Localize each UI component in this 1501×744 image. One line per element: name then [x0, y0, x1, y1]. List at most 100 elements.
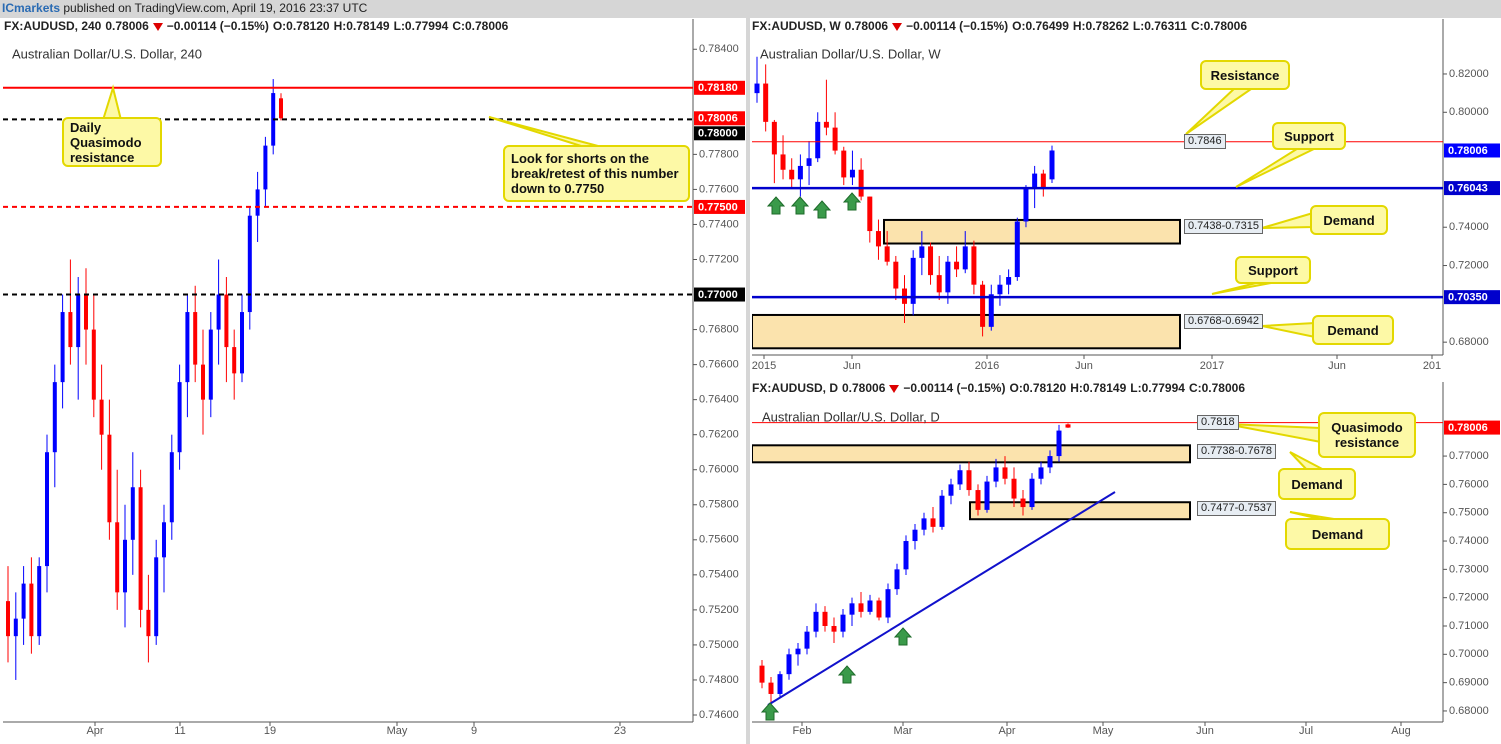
candle-body — [37, 566, 42, 637]
x-tick-label: 11 — [174, 725, 185, 737]
candle-body — [893, 261, 899, 289]
symbol-info: FX:AUDUSD, 240 0.78006 −0.00114 (−0.15%) O:… — [4, 19, 512, 33]
candle-body — [185, 312, 190, 383]
callout: Support — [1235, 256, 1311, 284]
ohlc-low: L:0.77994 — [393, 19, 449, 33]
ohlc-close: C:0.78006 — [452, 19, 509, 33]
candle-body — [763, 83, 769, 122]
ohlc-high: H:0.78262 — [1072, 19, 1129, 33]
level-label: 0.7846 — [1184, 133, 1226, 149]
price-badge-label: 0.78180 — [698, 82, 738, 94]
candle-body — [240, 312, 244, 374]
ohlc-open: O:0.76499 — [1012, 19, 1069, 33]
change: −0.00114 (−0.15%) — [903, 381, 1006, 395]
candle-body — [52, 382, 57, 453]
green-arrow — [893, 627, 913, 646]
candle-body — [768, 682, 774, 694]
candle-body — [130, 487, 135, 540]
candle-body — [971, 246, 977, 285]
candle-body — [232, 347, 237, 374]
candle-body — [1023, 188, 1029, 222]
ohlc-low: L:0.76311 — [1132, 19, 1187, 33]
ohlc-open: O:0.78120 — [1009, 381, 1067, 395]
candle-body — [954, 261, 960, 270]
ohlc-close: C:0.78006 — [1190, 19, 1248, 33]
candle-body — [921, 518, 927, 530]
symbol: FX:AUDUSD, W — [752, 19, 841, 33]
green-arrow — [842, 192, 862, 211]
callout: Demand — [1312, 315, 1394, 345]
candle-body — [201, 364, 205, 400]
candle-body — [912, 529, 918, 542]
candle-body — [948, 484, 954, 496]
green-arrow — [766, 196, 786, 215]
candle-body — [216, 294, 221, 330]
x-tick-label: 2017 — [1200, 360, 1224, 372]
candle-body — [939, 495, 945, 527]
zone-label: 0.7477-0.7537 — [1197, 501, 1276, 517]
candle-body — [813, 611, 819, 632]
candle-body — [279, 98, 283, 119]
candle-body — [1029, 478, 1035, 508]
y-tick-label: 0.73000 — [1449, 563, 1489, 575]
symbol-info: FX:AUDUSD, W 0.78006 −0.00114 (−0.15%) O:0.… — [752, 19, 1251, 33]
x-tick-label: Jun — [1196, 725, 1214, 737]
last-price: 0.78006 — [105, 19, 149, 33]
price-badge-label: 0.70350 — [1448, 292, 1488, 304]
candle-body — [162, 522, 166, 558]
y-tick-label: 0.74800 — [699, 674, 739, 686]
green-arrow — [790, 196, 810, 215]
candle-body — [806, 158, 812, 166]
candle-body — [867, 196, 873, 232]
ohlc-open: O:0.78120 — [272, 19, 330, 33]
candle-body — [875, 231, 881, 247]
y-tick-label: 0.68000 — [1449, 336, 1489, 348]
zone — [969, 501, 1191, 521]
price-badge-label: 0.78000 — [698, 128, 738, 140]
x-tick-label: Apr — [86, 725, 103, 737]
y-tick-label: 0.75200 — [699, 604, 739, 616]
header-text: published on TradingView.com, April 19, … — [63, 1, 368, 15]
candle-body — [21, 583, 26, 619]
y-tick-label: 0.82000 — [1449, 68, 1489, 80]
candle-body — [771, 121, 777, 155]
price-badge — [1444, 181, 1500, 196]
price-badge — [694, 80, 745, 95]
x-tick-label: Aug — [1391, 725, 1411, 737]
price-badge-label: 0.78006 — [1448, 422, 1488, 434]
brand[interactable]: ICmarkets — [2, 1, 61, 15]
candle-body — [840, 614, 846, 632]
plot-area — [3, 79, 693, 680]
candle-body — [849, 603, 855, 615]
candle-body — [1011, 478, 1017, 499]
down-triangle — [152, 22, 163, 31]
candle-body — [885, 589, 891, 618]
candle-body — [107, 434, 112, 523]
zone-label: 0.6768-0.6942 — [1184, 313, 1263, 329]
candle-body — [831, 625, 837, 632]
candle-body — [255, 189, 260, 216]
callout: Quasimodo resistance — [1318, 412, 1416, 458]
y-tick-label: 0.69000 — [1449, 677, 1489, 689]
candle-body — [1056, 430, 1062, 457]
candle-body — [169, 452, 174, 523]
candle-body — [795, 648, 801, 655]
candle-body — [780, 154, 786, 170]
candle-body — [1049, 150, 1055, 180]
candle-body — [76, 294, 81, 348]
callout: Daily Quasimodo resistance — [62, 117, 162, 167]
change: −0.00114 (−0.15%) — [906, 19, 1009, 33]
candle-body — [45, 452, 49, 567]
candle-body — [84, 294, 88, 330]
candle-body — [6, 601, 10, 637]
zone-label: 0.7738-0.7678 — [1197, 444, 1276, 460]
candle-body — [945, 261, 951, 293]
symbol-info: FX:AUDUSD, D 0.78006 −0.00114 (−0.15%) O:0.… — [752, 381, 1249, 395]
price-badge-label: 0.77000 — [698, 289, 738, 301]
candle-body — [797, 165, 803, 180]
candle-body — [1038, 467, 1044, 479]
candle-body — [29, 583, 34, 637]
y-tick-label: 0.75600 — [699, 534, 739, 546]
candle-body — [759, 665, 765, 683]
candle-body — [1002, 467, 1008, 479]
